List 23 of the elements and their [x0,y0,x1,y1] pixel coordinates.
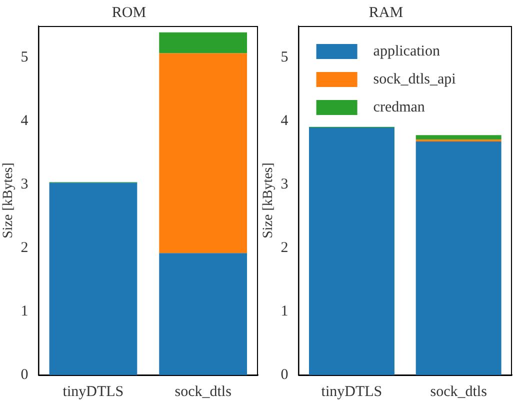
legend-label: credman [373,99,426,116]
y-tick-label: 2 [20,240,28,256]
y-tick-label: 3 [20,176,28,193]
x-tick-label: sock_dtls [430,384,488,400]
y-tick-label: 5 [20,50,28,66]
y-tick-label: 0 [280,366,288,383]
y-tick-label: 1 [20,303,28,320]
y-tick-label: 4 [20,113,29,130]
x-tick-label: tinyDTLS [62,384,124,400]
x-tick-label: tinyDTLS [321,384,382,400]
y-tick-label: 2 [280,240,288,256]
y-axis-title: Size [kBytes] [1,162,16,238]
legend-label: application [373,43,440,60]
y-tick-label: 4 [280,113,289,130]
legend-label: sock_dtls_api [373,71,456,88]
y-tick-label: 5 [280,50,288,66]
y-axis-title: Size [kBytes] [261,162,276,238]
y-tick-label: 0 [20,366,28,383]
chart-title: ROM [112,4,146,21]
chart-title: RAM [368,4,404,21]
x-tick-label: sock_dtls [174,384,232,400]
y-tick-label: 1 [280,303,288,320]
y-tick-label: 3 [280,176,288,193]
